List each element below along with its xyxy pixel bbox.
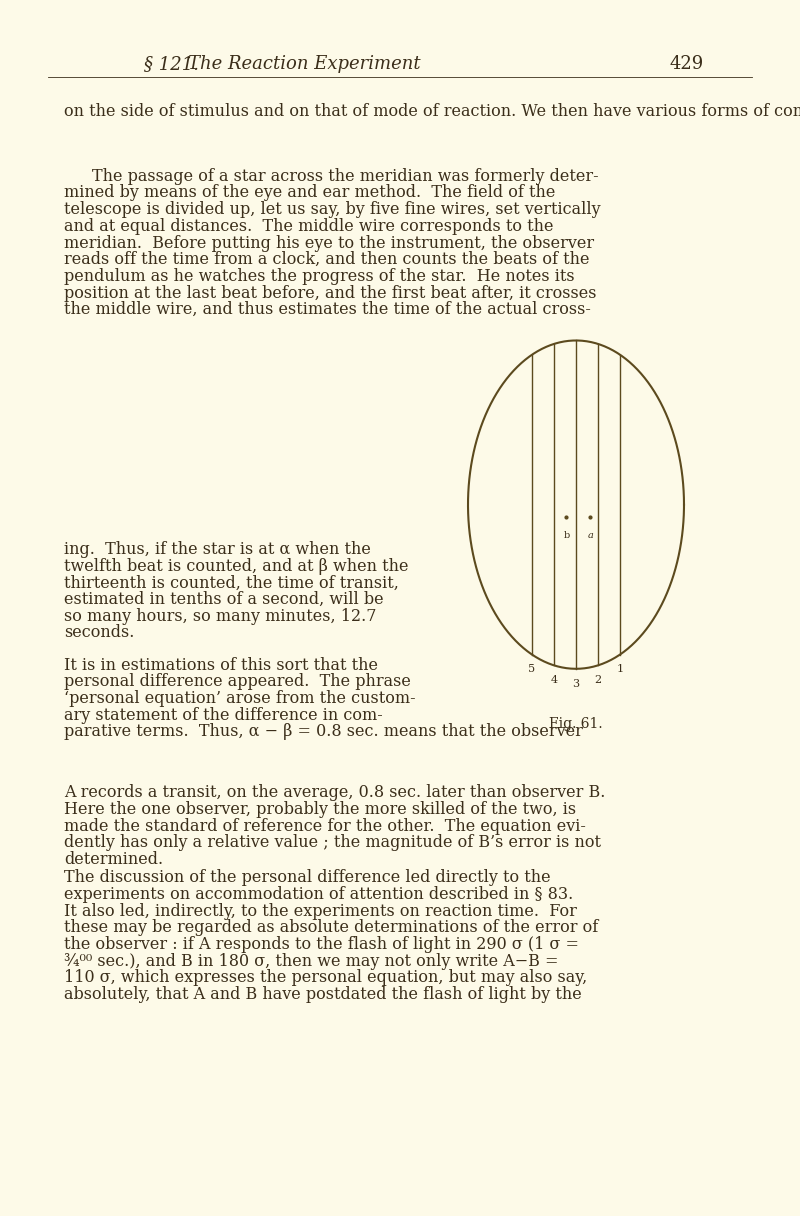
Text: thirteenth is counted, the time of transit,: thirteenth is counted, the time of trans…: [64, 574, 399, 591]
Text: experiments on accommodation of attention described in § 83.: experiments on accommodation of attentio…: [64, 886, 574, 903]
Text: 2: 2: [594, 675, 601, 685]
Text: parative terms.  Thus, α − β = 0.8 sec. means that the observer: parative terms. Thus, α − β = 0.8 sec. m…: [64, 724, 583, 741]
Text: the observer : if A responds to the flash of light in 290 σ (1 σ =: the observer : if A responds to the flas…: [64, 936, 579, 953]
Text: the middle wire, and thus estimates the time of the actual cross-: the middle wire, and thus estimates the …: [64, 302, 591, 319]
Text: The discussion of the personal difference led directly to the: The discussion of the personal differenc…: [64, 869, 550, 886]
Text: The passage of a star across the meridian was formerly deter-: The passage of a star across the meridia…: [92, 168, 598, 185]
Text: It is in estimations of this sort that the: It is in estimations of this sort that t…: [64, 657, 378, 674]
Text: estimated in tenths of a second, will be: estimated in tenths of a second, will be: [64, 591, 384, 608]
Text: b: b: [563, 531, 570, 540]
Text: 5: 5: [529, 664, 535, 675]
Text: ary statement of the difference in com-: ary statement of the difference in com-: [64, 706, 382, 724]
Text: ‘personal equation’ arose from the custom-: ‘personal equation’ arose from the custo…: [64, 689, 416, 706]
Text: a: a: [587, 531, 594, 540]
Text: Fig. 61.: Fig. 61.: [549, 717, 603, 732]
Text: ing.  Thus, if the star is at α when the: ing. Thus, if the star is at α when the: [64, 541, 371, 558]
Text: position at the last beat before, and the first beat after, it crosses: position at the last beat before, and th…: [64, 285, 597, 302]
Text: 1: 1: [617, 664, 623, 675]
Text: determined.: determined.: [64, 851, 163, 868]
Text: pendulum as he watches the progress of the star.  He notes its: pendulum as he watches the progress of t…: [64, 268, 574, 285]
Text: The Reaction Experiment: The Reaction Experiment: [188, 55, 420, 73]
Text: meridian.  Before putting his eye to the instrument, the observer: meridian. Before putting his eye to the …: [64, 235, 594, 252]
Text: made the standard of reference for the other.  The equation evi-: made the standard of reference for the o…: [64, 817, 586, 834]
Text: reads off the time from a clock, and then counts the beats of the: reads off the time from a clock, and the…: [64, 252, 590, 269]
Text: seconds.: seconds.: [64, 625, 134, 642]
Text: dently has only a relative value ; the magnitude of B’s error is not: dently has only a relative value ; the m…: [64, 834, 601, 851]
Text: these may be regarded as absolute determinations of the error of: these may be regarded as absolute determ…: [64, 919, 598, 936]
Text: A records a transit, on the average, 0.8 sec. later than observer B.: A records a transit, on the average, 0.8…: [64, 784, 606, 801]
Text: mined by means of the eye and ear method.  The field of the: mined by means of the eye and ear method…: [64, 185, 555, 202]
Text: twelfth beat is counted, and at β when the: twelfth beat is counted, and at β when t…: [64, 558, 409, 575]
Text: Here the one observer, probably the more skilled of the two, is: Here the one observer, probably the more…: [64, 801, 576, 818]
Text: 429: 429: [670, 55, 704, 73]
Text: § 121.: § 121.: [144, 55, 199, 73]
Text: It also led, indirectly, to the experiments on reaction time.  For: It also led, indirectly, to the experime…: [64, 902, 577, 919]
Text: ¾⁰⁰ sec.), and B in 180 σ, then we may not only write A−B =: ¾⁰⁰ sec.), and B in 180 σ, then we may n…: [64, 953, 558, 970]
Text: personal difference appeared.  The phrase: personal difference appeared. The phrase: [64, 674, 411, 691]
Text: absolutely, that A and B have postdated the flash of light by the: absolutely, that A and B have postdated …: [64, 986, 582, 1003]
Text: 3: 3: [573, 679, 579, 688]
Text: 110 σ, which expresses the personal equation, but may also say,: 110 σ, which expresses the personal equa…: [64, 969, 587, 986]
Text: and at equal distances.  The middle wire corresponds to the: and at equal distances. The middle wire …: [64, 218, 554, 235]
Text: telescope is divided up, let us say, by five fine wires, set vertically: telescope is divided up, let us say, by …: [64, 201, 601, 218]
Text: on the side of stimulus and on that of mode of reaction. We then have various fo: on the side of stimulus and on that of m…: [64, 103, 800, 120]
Text: 4: 4: [551, 675, 558, 685]
Text: so many hours, so many minutes, 12.7: so many hours, so many minutes, 12.7: [64, 608, 377, 625]
